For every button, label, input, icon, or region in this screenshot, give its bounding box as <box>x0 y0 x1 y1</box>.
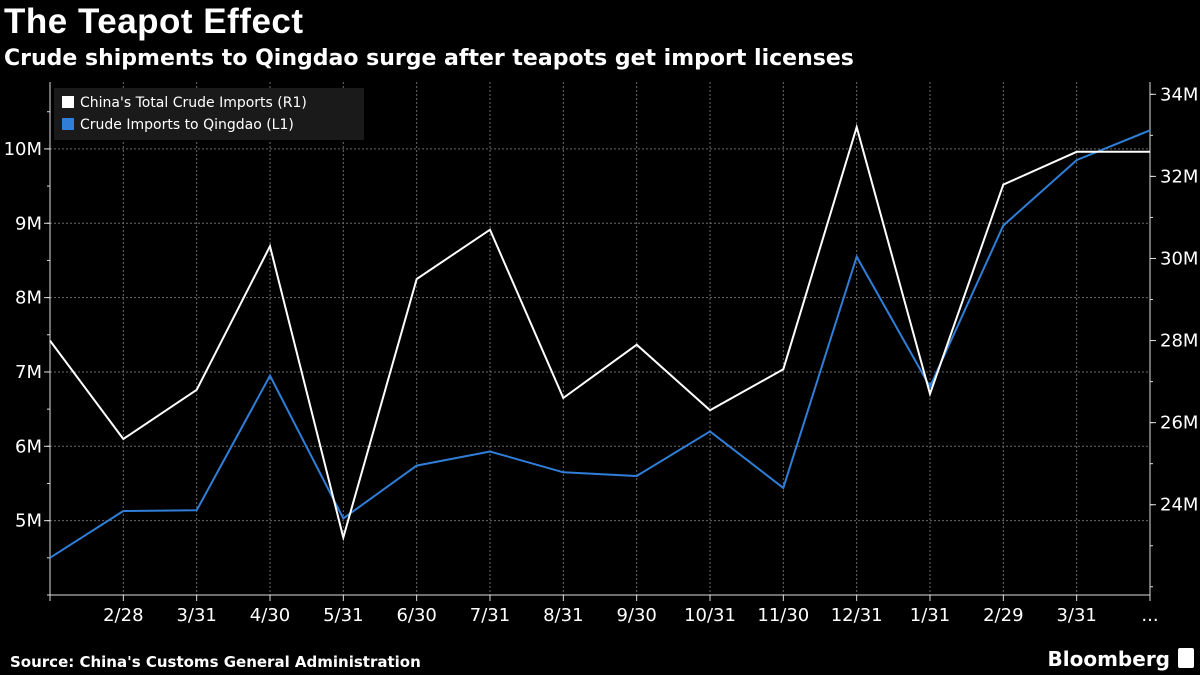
right-axis-tick-label: 26M <box>1160 413 1198 434</box>
source-note: Source: China's Customs General Administ… <box>10 653 421 671</box>
x-axis-tick-label: 2/28 <box>103 605 143 626</box>
x-axis-tick-label: 2/29 <box>983 605 1023 626</box>
brand-logo: Bloomberg <box>1047 647 1170 671</box>
x-axis-tick-label: 5/31 <box>323 605 363 626</box>
legend-swatch <box>62 118 74 130</box>
right-axis-tick-label: 34M <box>1160 84 1198 105</box>
legend-box <box>54 88 364 140</box>
legend-swatch <box>62 96 74 108</box>
series-line-total-crude-imports <box>49 123 1150 542</box>
x-axis-tick-label: 11/30 <box>757 605 809 626</box>
brand-logo-icon <box>1178 648 1194 668</box>
x-axis-tick-label: 8/31 <box>543 605 583 626</box>
left-axis-tick-label: 8M <box>15 288 42 309</box>
legend-label: China's Total Crude Imports (R1) <box>80 95 307 111</box>
x-axis-tick-label: 3/31 <box>1056 605 1096 626</box>
x-axis-tick-label: 12/31 <box>831 605 883 626</box>
legend-label: Crude Imports to Qingdao (L1) <box>80 117 294 133</box>
right-axis-tick-label: 32M <box>1160 166 1198 187</box>
x-axis-tick-label: 7/31 <box>470 605 510 626</box>
left-axis-tick-label: 6M <box>15 436 42 457</box>
x-axis-tick-label: 9/30 <box>616 605 656 626</box>
chart-subtitle: Crude shipments to Qingdao surge after t… <box>4 46 854 71</box>
x-axis-tick-label: 1/31 <box>910 605 950 626</box>
x-axis-tick-label: 3/31 <box>176 605 216 626</box>
x-axis-tick-label: ... <box>1141 605 1158 626</box>
series-line-qingdao-imports <box>49 129 1151 559</box>
left-axis-tick-label: 10M <box>4 139 42 160</box>
right-axis-tick-label: 30M <box>1160 248 1198 269</box>
left-axis-tick-label: 5M <box>15 511 42 532</box>
right-axis-tick-label: 24M <box>1160 495 1198 516</box>
left-axis-tick-label: 9M <box>15 213 42 234</box>
x-axis-tick-label: 10/31 <box>684 605 736 626</box>
x-axis-tick-label: 4/30 <box>250 605 290 626</box>
right-axis-tick-label: 28M <box>1160 331 1198 352</box>
chart-title: The Teapot Effect <box>4 2 304 41</box>
x-axis-tick-label: 6/30 <box>396 605 436 626</box>
left-axis-tick-label: 7M <box>15 362 42 383</box>
